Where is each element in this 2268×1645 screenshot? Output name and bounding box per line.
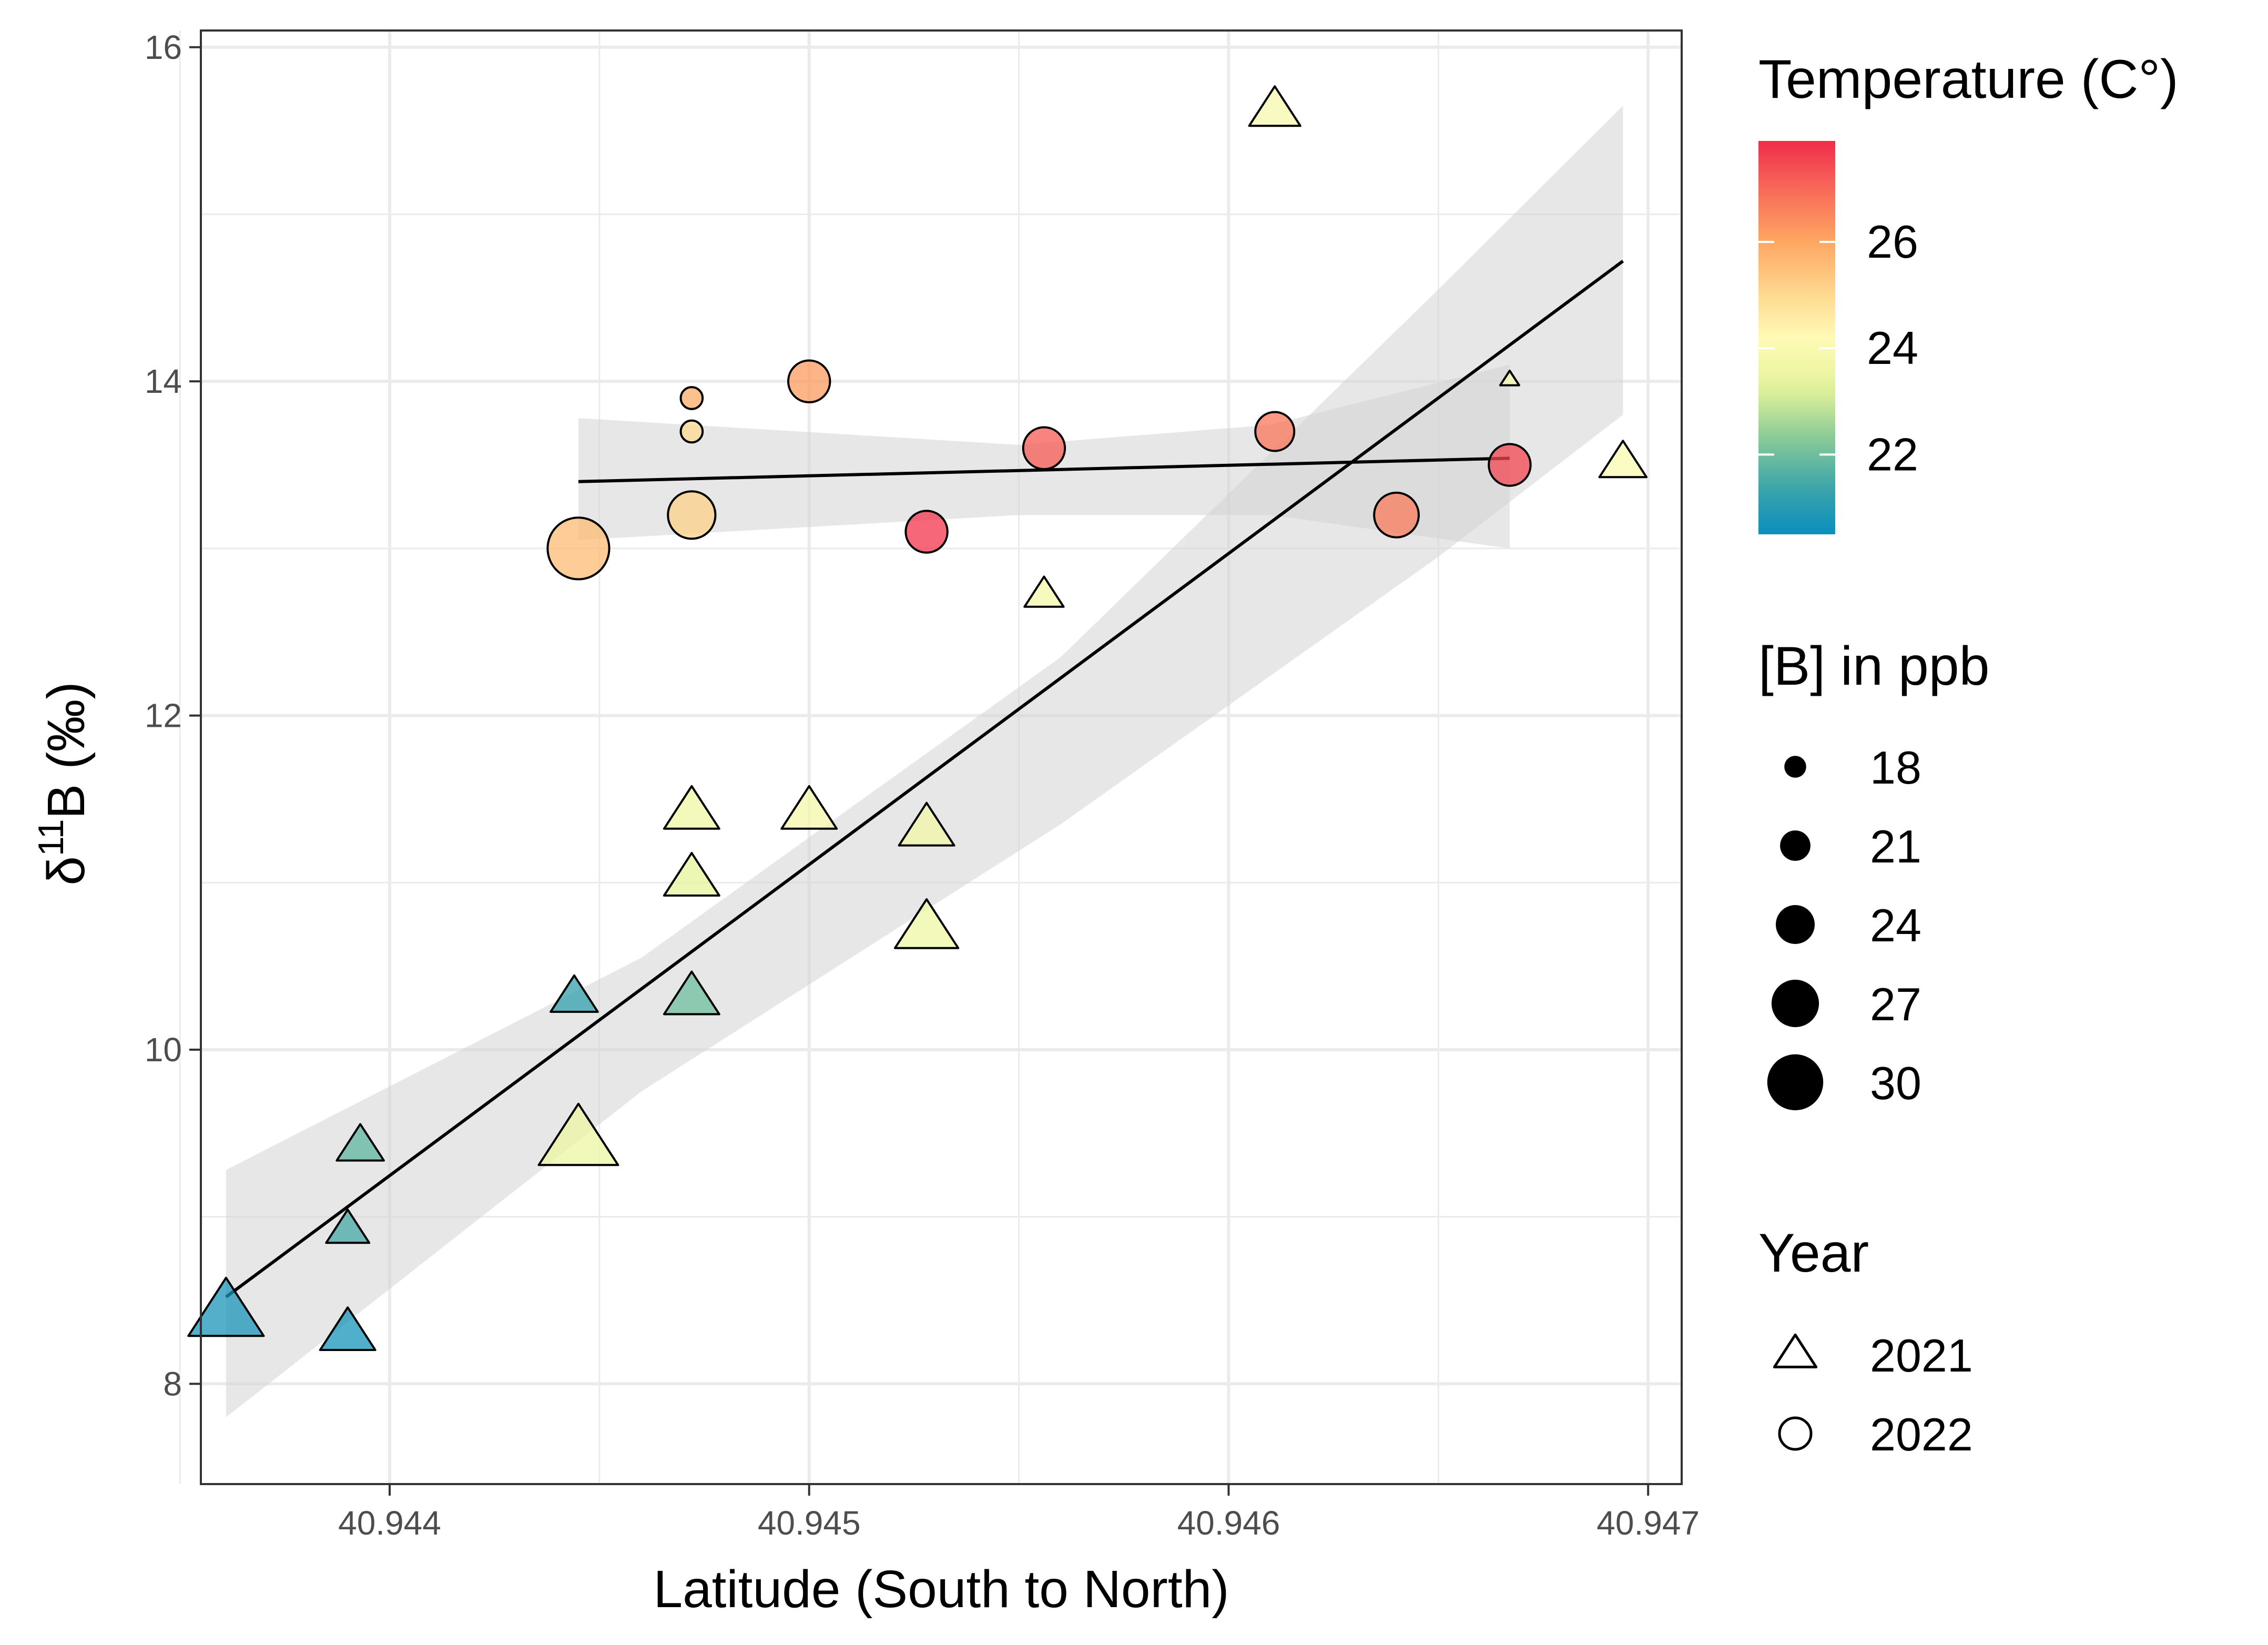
point-2022 — [787, 359, 831, 403]
year-legend-circle-icon — [1778, 1416, 1813, 1451]
y-tick-label: 10 — [145, 1031, 182, 1069]
point-2021 — [1248, 85, 1301, 127]
y-axis-title-superscript: 11 — [31, 819, 71, 856]
point-2021 — [780, 785, 838, 830]
point-2022 — [679, 386, 704, 410]
point-2021 — [1023, 575, 1065, 608]
boron-size-legend: [B] in ppb 18 21 24 27 30 — [1758, 636, 1989, 1111]
size-legend-symbol — [1771, 979, 1819, 1028]
size-legend-label: 24 — [1870, 899, 1921, 951]
size-legend-label: 27 — [1870, 978, 1921, 1030]
temperature-legend: Temperature (C°) 22 24 26 — [1758, 49, 2179, 534]
point-2021 — [550, 974, 599, 1013]
size-legend-label: 18 — [1870, 742, 1921, 794]
point-2022 — [1022, 426, 1066, 470]
x-tick-label: 40.947 — [1596, 1504, 1700, 1542]
temperature-colorbar — [1758, 141, 1835, 534]
size-legend-symbol — [1767, 1054, 1824, 1111]
point-2021 — [537, 1102, 619, 1166]
y-axis: 8 10 12 14 16 — [145, 28, 201, 1403]
point-2022 — [1254, 411, 1296, 452]
point-2022 — [667, 490, 717, 540]
point-2022 — [1488, 443, 1532, 487]
point-2021 — [663, 970, 720, 1016]
point-2021 — [1598, 440, 1648, 479]
y-axis-title: δ11B (‰) — [31, 682, 96, 885]
point-2021 — [898, 801, 955, 847]
temperature-legend-title: Temperature (C°) — [1758, 49, 2179, 110]
size-legend-label: 30 — [1870, 1057, 1921, 1109]
year-legend-items: 2021 2022 — [1773, 1329, 1973, 1460]
point-2022 — [679, 419, 704, 444]
size-legend-symbol — [1784, 756, 1806, 778]
x-tick-label: 40.946 — [1177, 1504, 1280, 1542]
size-legend-symbol — [1776, 905, 1815, 944]
point-2021 — [187, 1276, 265, 1337]
y-tick-label: 14 — [145, 362, 182, 400]
x-axis: 40.944 40.945 40.946 40.947 — [338, 1484, 1700, 1542]
y-tick-label: 12 — [145, 697, 182, 735]
y-tick-label: 16 — [145, 28, 182, 66]
panel-border — [200, 29, 1683, 1485]
x-tick-label: 40.944 — [338, 1504, 441, 1542]
plot-panel — [179, 29, 1683, 1485]
colorbar-ticks: 22 24 26 — [1758, 216, 1918, 480]
year-legend-label: 2021 — [1870, 1329, 1973, 1382]
size-legend-label: 21 — [1870, 820, 1921, 872]
size-legend-symbol — [1780, 830, 1811, 861]
point-2021 — [893, 898, 960, 949]
x-tick-label: 40.945 — [758, 1504, 861, 1542]
y-axis-title-rest: B (‰) — [37, 682, 96, 819]
point-2021 — [325, 1209, 371, 1244]
confidence-ribbon — [226, 105, 1623, 1417]
size-legend-items: 18 21 24 27 30 — [1767, 742, 1921, 1111]
y-axis-title-delta: δ — [37, 856, 96, 886]
point-2021 — [663, 785, 720, 830]
point-2022 — [546, 516, 611, 581]
point-2022 — [1373, 491, 1420, 539]
point-2021 — [1499, 369, 1520, 387]
point-2021 — [663, 851, 720, 897]
year-legend-triangle-icon — [1773, 1333, 1818, 1368]
data-points — [187, 85, 1648, 1352]
year-legend-label: 2022 — [1870, 1408, 1973, 1460]
boron-size-legend-title: [B] in ppb — [1758, 636, 1989, 697]
y-tick-label: 8 — [163, 1365, 182, 1403]
point-2021 — [319, 1306, 377, 1352]
colorbar-tick-label: 24 — [1867, 322, 1918, 374]
colorbar-tick-label: 26 — [1867, 216, 1918, 268]
x-axis-title: Latitude (South to North) — [653, 1560, 1229, 1619]
point-2022 — [904, 510, 949, 554]
year-legend-title: Year — [1758, 1223, 1869, 1284]
colorbar-tick-label: 22 — [1867, 428, 1918, 480]
year-legend: Year 2021 2022 — [1758, 1223, 1973, 1460]
fit-line — [225, 260, 1624, 1298]
point-2021 — [335, 1123, 385, 1162]
